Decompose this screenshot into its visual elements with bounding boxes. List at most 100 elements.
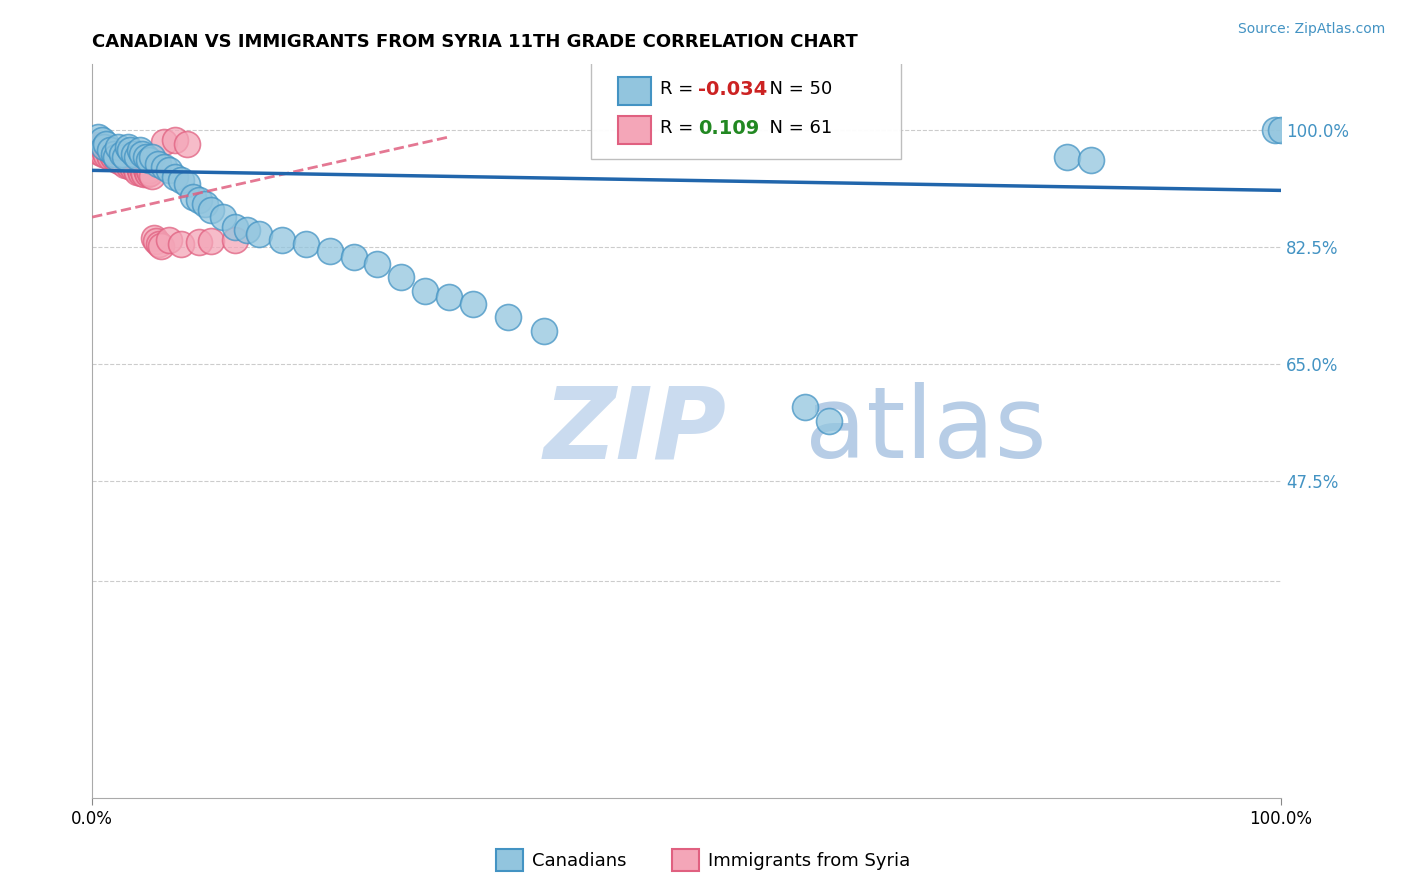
Point: [136, 167, 159, 181]
Text: Source: ZipAtlas.com: Source: ZipAtlas.com: [1237, 22, 1385, 37]
Text: atlas: atlas: [806, 383, 1047, 479]
Point: [413, 284, 436, 298]
Point: [181, 190, 204, 204]
Point: [188, 235, 211, 250]
Point: [150, 239, 173, 253]
Point: [125, 161, 148, 176]
Point: [437, 290, 460, 304]
Point: [120, 158, 142, 172]
Point: [141, 169, 163, 183]
Point: [107, 148, 129, 162]
Point: [132, 164, 155, 178]
Point: [138, 163, 160, 178]
Point: [135, 161, 157, 176]
Point: [176, 177, 198, 191]
Point: [247, 227, 270, 241]
Point: [90, 133, 112, 147]
Point: [138, 153, 160, 168]
Point: [343, 250, 366, 264]
Point: [271, 234, 294, 248]
Point: [104, 150, 127, 164]
Point: [127, 164, 149, 178]
Point: [165, 169, 187, 184]
Point: [121, 161, 143, 175]
Point: [97, 146, 120, 161]
Point: [87, 142, 110, 156]
Point: [152, 136, 174, 150]
Point: [128, 163, 150, 178]
Point: [104, 150, 127, 164]
Point: [83, 140, 105, 154]
Text: -0.034: -0.034: [699, 79, 768, 99]
Point: [818, 414, 841, 428]
Point: [108, 152, 131, 166]
Point: [112, 155, 135, 169]
Point: [131, 146, 153, 161]
Point: [96, 148, 118, 162]
Bar: [617, 78, 651, 105]
Point: [224, 234, 246, 248]
Point: [114, 150, 136, 164]
Point: [135, 150, 157, 164]
Point: [94, 145, 117, 160]
Point: [165, 133, 187, 147]
Point: [98, 144, 121, 158]
Point: [794, 401, 817, 415]
Text: R =: R =: [661, 120, 706, 137]
Point: [100, 145, 122, 160]
Text: 0.109: 0.109: [699, 119, 759, 137]
Point: [98, 150, 121, 164]
Point: [96, 136, 118, 151]
Point: [139, 166, 162, 180]
Point: [235, 223, 257, 237]
Point: [115, 153, 138, 168]
Point: [1056, 150, 1078, 164]
Point: [319, 244, 342, 258]
Point: [200, 203, 222, 218]
Point: [1270, 123, 1292, 137]
Point: [103, 146, 125, 161]
Point: [89, 140, 111, 154]
Point: [122, 146, 145, 161]
Point: [200, 234, 222, 248]
Point: [496, 310, 519, 325]
Point: [86, 138, 108, 153]
Point: [120, 144, 142, 158]
Point: [135, 164, 157, 178]
Point: [93, 142, 115, 156]
Point: [111, 150, 134, 164]
Text: CANADIAN VS IMMIGRANTS FROM SYRIA 11TH GRADE CORRELATION CHART: CANADIAN VS IMMIGRANTS FROM SYRIA 11TH G…: [93, 33, 858, 51]
Point: [533, 324, 555, 338]
Point: [143, 231, 166, 245]
Point: [128, 160, 150, 174]
Point: [104, 146, 127, 161]
Point: [224, 220, 246, 235]
Point: [129, 166, 152, 180]
Point: [152, 160, 174, 174]
Point: [389, 270, 412, 285]
Text: R =: R =: [661, 80, 699, 98]
Point: [127, 150, 149, 164]
Point: [176, 136, 198, 151]
Point: [1080, 153, 1102, 168]
Point: [101, 148, 124, 162]
Point: [461, 297, 484, 311]
Point: [118, 159, 141, 173]
Point: [188, 194, 211, 208]
FancyBboxPatch shape: [592, 60, 901, 159]
Point: [131, 161, 153, 176]
Point: [212, 210, 235, 224]
Point: [128, 144, 150, 158]
Legend: Canadians, Immigrants from Syria: Canadians, Immigrants from Syria: [489, 842, 917, 879]
Point: [120, 155, 142, 169]
Point: [295, 236, 318, 251]
Point: [146, 157, 169, 171]
Point: [1264, 123, 1286, 137]
Point: [91, 146, 114, 161]
Point: [194, 196, 217, 211]
Point: [124, 159, 146, 173]
Text: ZIP: ZIP: [544, 383, 727, 479]
Point: [103, 152, 125, 166]
Point: [112, 153, 135, 167]
Point: [97, 144, 120, 158]
